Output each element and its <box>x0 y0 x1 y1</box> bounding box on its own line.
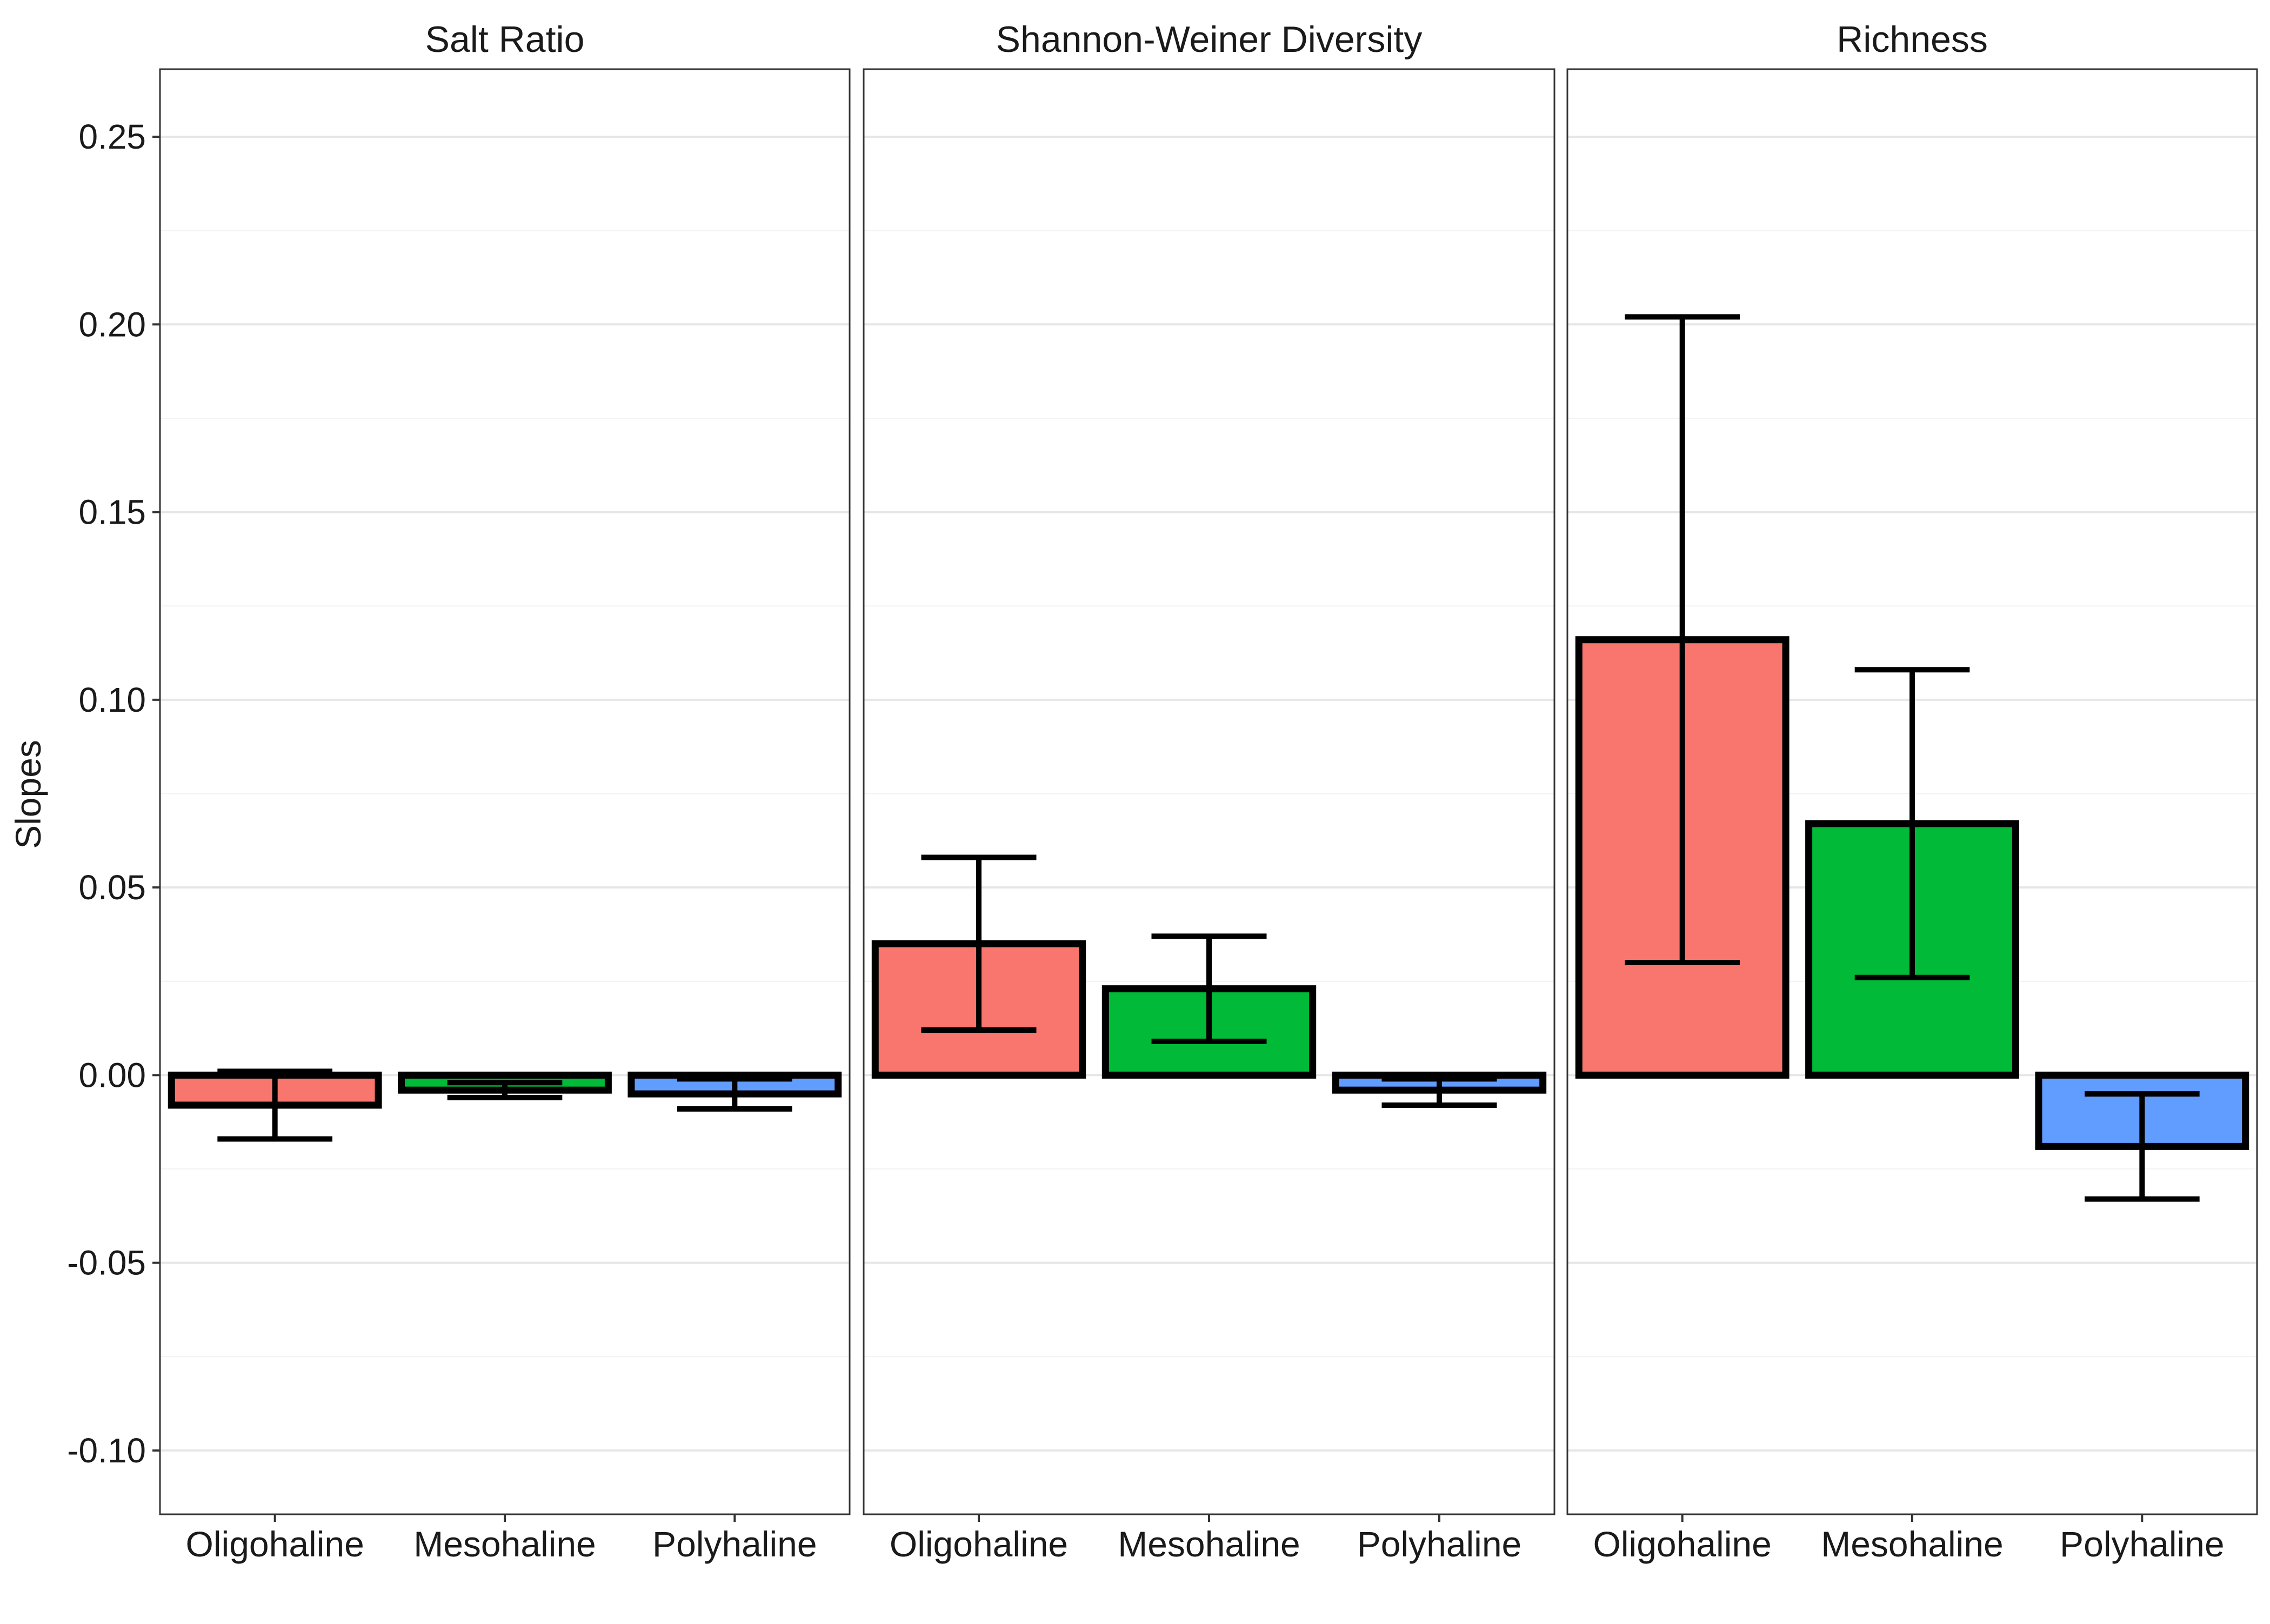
y-tick-label: 0.20 <box>78 305 146 344</box>
y-axis-title: Slopes <box>8 740 48 849</box>
x-tick-label: Polyhaline <box>2060 1524 2225 1564</box>
x-tick-label: Polyhaline <box>1357 1524 1522 1564</box>
y-tick-label: 0.00 <box>78 1055 146 1094</box>
y-tick-label: -0.10 <box>67 1431 146 1470</box>
y-tick-label: 0.15 <box>78 493 146 532</box>
panel-border <box>159 68 851 1515</box>
panel-background <box>160 69 850 1514</box>
panel-title: Richness <box>1837 19 1988 60</box>
panel-title: Shannon-Weiner Diversity <box>996 19 1423 60</box>
y-tick-label: -0.05 <box>67 1244 146 1282</box>
x-tick-label: Mesohaline <box>1821 1524 2004 1564</box>
panel-border <box>1566 68 2258 1515</box>
x-tick-label: Oligohaline <box>890 1524 1068 1564</box>
x-tick-label: Mesohaline <box>1118 1524 1300 1564</box>
y-tick-label: 0.25 <box>78 117 146 156</box>
x-tick-label: Oligohaline <box>186 1524 364 1564</box>
x-tick-label: Mesohaline <box>413 1524 596 1564</box>
x-tick-label: Polyhaline <box>652 1524 817 1564</box>
x-tick-label: Oligohaline <box>1593 1524 1772 1564</box>
y-tick-label: 0.05 <box>78 868 146 907</box>
panel-title: Salt Ratio <box>425 19 585 60</box>
panel-border <box>863 68 1555 1515</box>
y-tick-label: 0.10 <box>78 680 146 719</box>
panel-background <box>864 69 1554 1514</box>
